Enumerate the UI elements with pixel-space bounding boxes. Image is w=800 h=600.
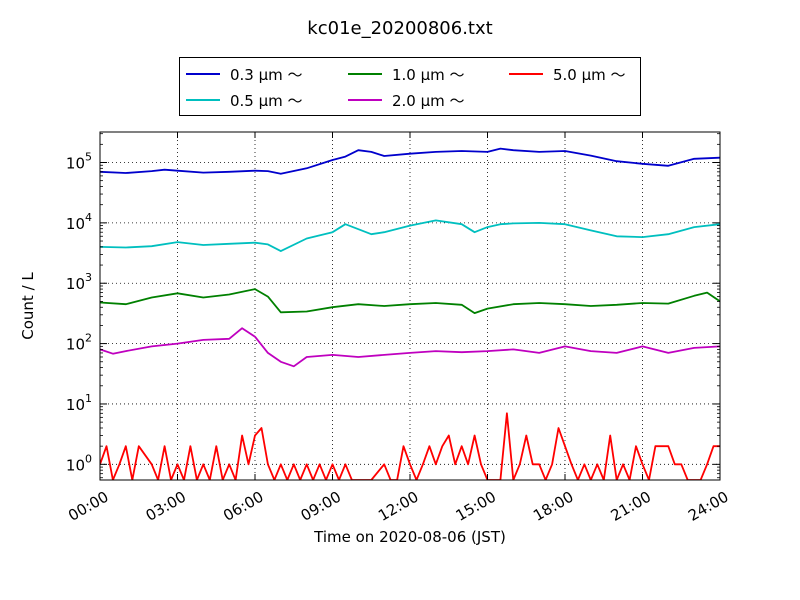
legend-swatch-0-3um: [186, 73, 220, 75]
legend-label-0-5um: 0.5 μm ～: [230, 91, 303, 110]
legend-label-0-3um: 0.3 μm ～: [230, 65, 303, 84]
x-tick-label: 03:00: [143, 488, 189, 525]
y-tick-label: 104: [66, 211, 92, 233]
x-tick-label: 18:00: [530, 488, 576, 525]
series-line-0: [100, 147, 720, 175]
series-line-2: [100, 288, 720, 314]
legend-entry-0-3um: 0.3 μm ～: [186, 64, 303, 84]
legend-label-5-0um: 5.0 μm ～: [553, 65, 626, 84]
series-line-4: [100, 412, 720, 480]
legend-entry-2-0um: 2.0 μm ～: [348, 90, 465, 110]
legend-label-1-0um: 1.0 μm ～: [392, 65, 465, 84]
legend-swatch-5-0um: [509, 73, 543, 75]
y-axis-label: Count / L: [19, 272, 37, 340]
y-tick-label: 103: [66, 271, 92, 293]
y-tick-label: 100: [66, 452, 92, 474]
y-tick-label: 102: [66, 332, 92, 354]
series-line-3: [100, 327, 720, 368]
x-tick-label: 09:00: [298, 488, 344, 525]
plot-series: [100, 147, 720, 480]
chart-title: kc01e_20200806.txt: [307, 18, 493, 39]
x-axis-label: Time on 2020-08-06 (JST): [314, 528, 506, 546]
legend-entry-5-0um: 5.0 μm ～: [509, 64, 626, 84]
legend: 0.3 μm ～ 0.5 μm ～ 1.0 μm ～ 2.0 μm ～ 5.0 …: [179, 57, 641, 116]
x-tick-label: 12:00: [375, 488, 421, 525]
legend-swatch-0-5um: [186, 99, 220, 101]
legend-entry-0-5um: 0.5 μm ～: [186, 90, 303, 110]
grid-lines: [100, 132, 720, 480]
legend-entry-1-0um: 1.0 μm ～: [348, 64, 465, 84]
series-line-1: [100, 219, 720, 252]
x-tick-label: 06:00: [220, 488, 266, 525]
legend-swatch-2-0um: [348, 99, 382, 101]
legend-swatch-1-0um: [348, 73, 382, 75]
y-tick-label: 105: [66, 150, 92, 172]
x-tick-label: 24:00: [685, 488, 731, 525]
x-tick-label: 15:00: [453, 488, 499, 525]
legend-label-2-0um: 2.0 μm ～: [392, 91, 465, 110]
x-tick-label: 21:00: [608, 488, 654, 525]
x-tick-label: 00:00: [65, 488, 111, 525]
y-tick-label: 101: [66, 392, 92, 414]
